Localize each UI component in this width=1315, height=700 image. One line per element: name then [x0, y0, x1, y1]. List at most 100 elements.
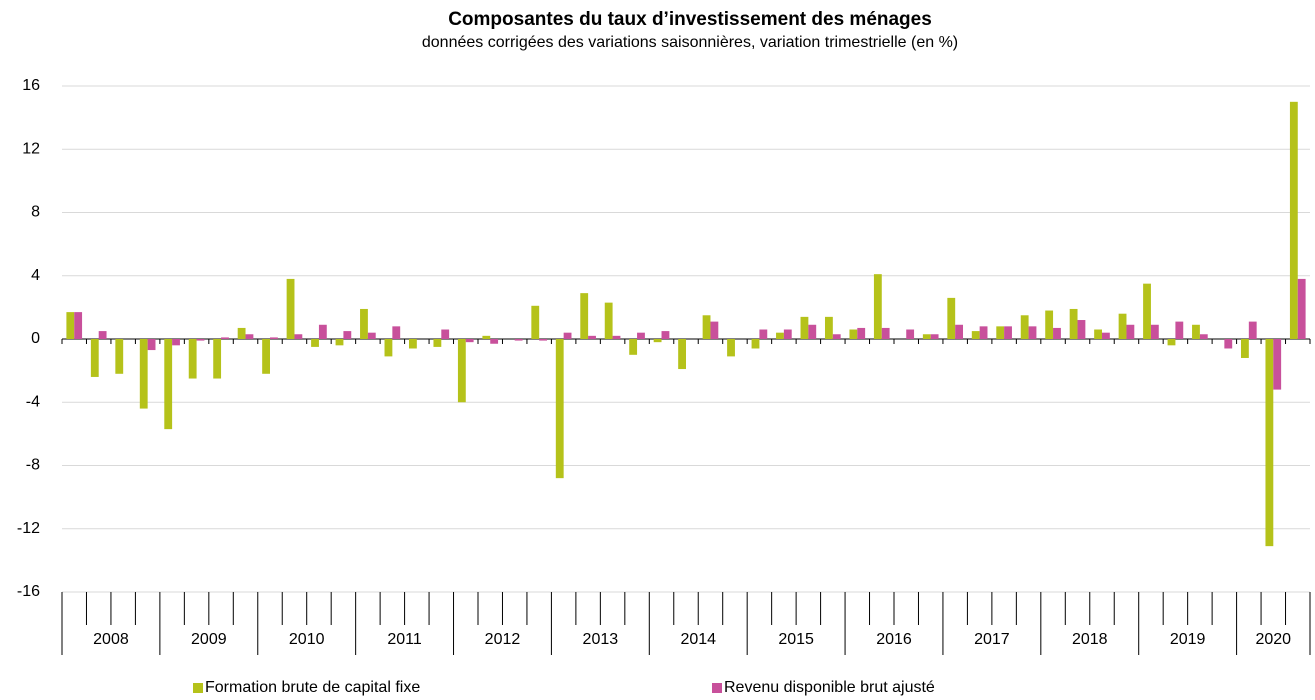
bar: [661, 331, 670, 339]
bar: [727, 339, 735, 357]
bar: [1102, 332, 1110, 339]
bar: [1240, 339, 1249, 358]
bar: [196, 339, 205, 341]
bar: [653, 339, 662, 343]
y-tick-label: -12: [17, 520, 40, 537]
bar: [318, 324, 327, 339]
bar: [311, 339, 319, 347]
bar: [678, 339, 686, 370]
bar: [1126, 324, 1135, 339]
bar: [367, 332, 376, 339]
chart-title: Composantes du taux d’investissement des…: [448, 9, 932, 30]
bar: [1004, 326, 1012, 339]
chart-subtitle: données corrigées des variations saisonn…: [422, 34, 958, 51]
y-tick-label: 12: [22, 140, 40, 157]
bar: [800, 316, 809, 339]
bar: [245, 334, 254, 339]
bar: [849, 329, 858, 339]
bar: [1224, 339, 1233, 349]
bar: [221, 337, 229, 339]
bar: [1069, 308, 1078, 339]
bar: [832, 334, 841, 339]
bar: [74, 312, 83, 339]
bar: [922, 334, 931, 339]
x-group-label: 2016: [876, 631, 912, 648]
bar: [612, 335, 621, 339]
x-group-label: 2018: [1072, 631, 1108, 648]
bar: [808, 324, 817, 339]
bar: [776, 332, 784, 339]
bar: [971, 331, 980, 339]
bar: [1273, 339, 1282, 390]
bar: [343, 331, 352, 339]
bar: [1020, 315, 1029, 339]
legend-label: Formation brute de capital fixe: [205, 679, 420, 696]
bar: [1094, 329, 1102, 339]
x-group-label: 2014: [680, 631, 716, 648]
bar: [580, 293, 589, 339]
bar: [563, 332, 572, 339]
bar: [539, 339, 548, 341]
bar: [1192, 324, 1200, 339]
bar: [629, 339, 638, 355]
x-group-label: 2015: [778, 631, 814, 648]
y-tick-label: 8: [31, 204, 40, 221]
bar: [710, 321, 719, 339]
bar: [164, 339, 173, 430]
bar: [262, 339, 270, 374]
bar: [139, 339, 148, 409]
bar: [783, 329, 792, 339]
bar: [360, 308, 368, 339]
bar: [98, 331, 107, 339]
bar: [237, 327, 246, 339]
y-tick-label: -4: [26, 393, 40, 410]
bar: [1077, 320, 1086, 339]
x-group-label: 2020: [1255, 631, 1291, 648]
bar: [66, 312, 75, 339]
bar: [751, 339, 760, 349]
bar: [147, 339, 156, 351]
bar: [531, 305, 540, 339]
x-group-label: 2008: [93, 631, 129, 648]
bar: [490, 339, 499, 344]
bar: [465, 339, 474, 343]
bar: [90, 339, 99, 377]
bar: [1143, 283, 1151, 339]
bar: [335, 339, 344, 346]
bar: [1265, 339, 1274, 547]
bar: [1199, 334, 1208, 339]
x-group-label: 2010: [289, 631, 325, 648]
bar: [979, 326, 988, 339]
bar: [270, 337, 278, 339]
bar: [604, 302, 613, 339]
bar: [930, 334, 939, 339]
bar: [188, 339, 197, 379]
bar: [392, 326, 401, 339]
bar: [286, 278, 295, 339]
bar: [947, 297, 956, 339]
bar: [482, 335, 491, 339]
x-group-label: 2011: [387, 631, 422, 648]
bar: [1118, 313, 1127, 339]
x-group-label: 2019: [1170, 631, 1206, 648]
y-tick-label: 0: [31, 330, 40, 347]
x-group-label: 2009: [191, 631, 227, 648]
bar: [996, 326, 1005, 339]
bar: [759, 329, 768, 339]
bar: [702, 315, 711, 339]
bar: [1028, 326, 1037, 339]
y-tick-label: 16: [22, 77, 40, 94]
legend-swatch: [712, 683, 722, 693]
x-group-label: 2017: [974, 631, 1010, 648]
bar: [1297, 278, 1306, 339]
bar: [294, 334, 303, 339]
bar: [1289, 101, 1298, 339]
bar: [906, 329, 915, 339]
x-group-label: 2012: [485, 631, 521, 648]
bar: [1045, 310, 1054, 339]
legend-swatch: [193, 683, 203, 693]
bar: [213, 339, 222, 379]
x-group-label: 2013: [583, 631, 619, 648]
bar: [1248, 321, 1257, 339]
